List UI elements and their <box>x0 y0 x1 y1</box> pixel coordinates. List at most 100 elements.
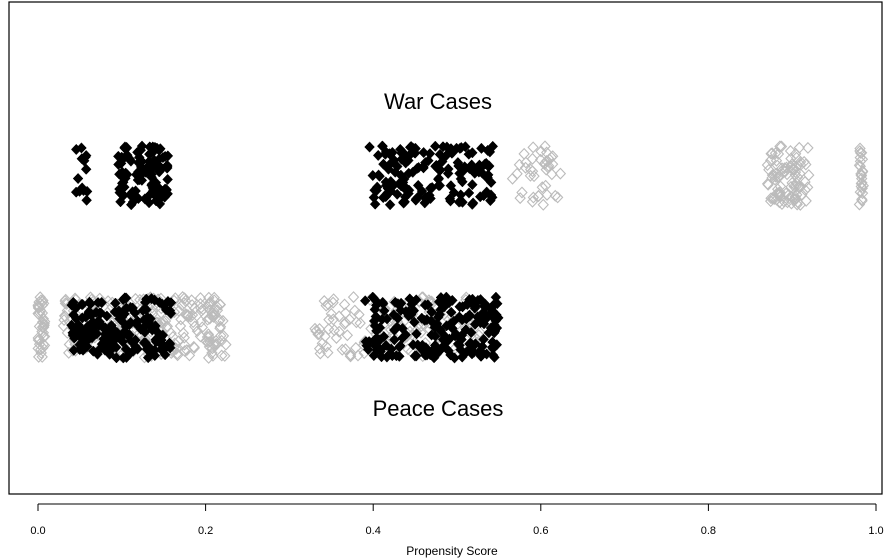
peace-matched-point <box>404 293 416 305</box>
war-matched-point <box>153 193 165 206</box>
war-unmatched-point <box>785 152 797 165</box>
war-unmatched-point <box>539 140 551 153</box>
war-matched-point <box>81 194 92 206</box>
peace-unmatched-point <box>350 316 363 329</box>
peace-matched-point <box>478 333 489 345</box>
war-unmatched-point <box>761 159 774 172</box>
war-matched-point <box>364 141 375 153</box>
peace-unmatched-point <box>33 320 46 333</box>
peace-matched-point <box>490 315 501 327</box>
peace-matched-point <box>445 318 457 330</box>
peace-unmatched-point <box>32 307 44 320</box>
peace-matched-point <box>444 333 455 345</box>
peace-matched-point <box>92 315 104 327</box>
war-matched-point <box>136 174 148 186</box>
war-matched-point <box>440 150 452 162</box>
peace-unmatched-point <box>203 330 215 343</box>
peace-unmatched-point <box>36 316 49 329</box>
war-unmatched-point <box>791 196 804 209</box>
peace-matched-point <box>426 306 438 318</box>
war-matched-point <box>373 169 384 181</box>
peace-matched-point <box>468 346 480 358</box>
war-matched-point <box>402 151 414 163</box>
war-matched-point <box>162 188 173 200</box>
points-layer <box>32 140 870 364</box>
war-unmatched-point <box>855 180 867 193</box>
war-matched-point <box>72 172 84 185</box>
war-unmatched-point <box>536 181 549 194</box>
war-unmatched-point <box>514 192 526 205</box>
peace-unmatched-point <box>309 322 321 335</box>
peace-matched-point <box>142 352 154 364</box>
peace-matched-point <box>374 322 386 334</box>
peace-matched-point <box>362 343 374 356</box>
war-unmatched-point <box>506 172 519 185</box>
peace-unmatched-point <box>174 320 187 333</box>
war-unmatched-point <box>790 151 803 164</box>
war-matched-point <box>480 157 492 169</box>
peace-unmatched-point <box>313 322 326 335</box>
peace-matched-point <box>119 292 131 304</box>
war-matched-point <box>485 195 496 207</box>
war-matched-point <box>448 187 460 199</box>
war-matched-point <box>81 185 93 198</box>
war-unmatched-point <box>785 160 797 173</box>
peace-unmatched-point <box>347 291 360 304</box>
peace-unmatched-point <box>59 293 72 306</box>
war-unmatched-point <box>784 145 797 158</box>
peace-unmatched-point <box>204 335 216 348</box>
war-matched-point <box>411 162 423 174</box>
peace-matched-point <box>124 329 135 341</box>
peace-matched-point <box>411 350 422 362</box>
peace-unmatched-point <box>146 301 158 314</box>
peace-unmatched-point <box>206 307 219 320</box>
x-axis-ticks: 0.0 0.2 0.4 0.6 0.8 1.0 <box>30 504 884 537</box>
peace-matched-point <box>119 305 130 317</box>
war-matched-point <box>387 146 398 159</box>
peace-unmatched-point <box>178 338 191 351</box>
war-matched-point <box>149 141 161 153</box>
peace-unmatched-point <box>206 342 219 355</box>
x-tick-label: 0.0 <box>30 525 45 537</box>
peace-unmatched-point <box>313 342 326 355</box>
war-unmatched-point <box>527 141 539 154</box>
peace-unmatched-point <box>201 313 214 326</box>
war-unmatched-point <box>540 163 552 176</box>
war-unmatched-point <box>526 195 539 208</box>
war-matched-point <box>391 188 403 200</box>
war-matched-point <box>482 169 494 181</box>
peace-unmatched-point <box>189 320 201 333</box>
peace-unmatched-point <box>320 340 332 353</box>
war-unmatched-point <box>769 147 782 160</box>
peace-unmatched-point <box>210 339 222 352</box>
peace-matched-point <box>66 299 77 311</box>
peace-matched-point <box>443 297 455 309</box>
x-axis-title: Propensity Score <box>406 544 498 558</box>
peace-matched-point <box>107 330 119 342</box>
war-matched-point <box>118 189 129 201</box>
war-unmatched-point <box>854 151 866 164</box>
war-unmatched-point <box>511 167 523 180</box>
war-unmatched-point <box>778 195 790 208</box>
peace-matched-point <box>139 326 151 338</box>
war-matched-point <box>130 191 142 203</box>
peace-matched-point <box>402 307 414 319</box>
war-unmatched-point <box>773 170 785 183</box>
peace-matched-point <box>410 294 422 306</box>
peace-unmatched-point <box>185 294 198 307</box>
peace-matched-point <box>82 324 93 337</box>
war-cases-label: War Cases <box>384 89 492 114</box>
war-unmatched-point <box>528 170 540 183</box>
peace-unmatched-point <box>33 333 46 346</box>
peace-matched-point <box>84 296 95 308</box>
peace-matched-point <box>461 298 473 310</box>
peace-unmatched-point <box>336 343 348 356</box>
peace-unmatched-point <box>37 330 50 343</box>
peace-matched-point <box>490 291 502 303</box>
peace-unmatched-point <box>203 297 216 310</box>
war-unmatched-point <box>554 167 567 180</box>
peace-unmatched-point <box>181 310 194 323</box>
war-unmatched-point <box>856 193 868 206</box>
peace-unmatched-point <box>341 329 354 342</box>
war-matched-point <box>70 186 82 198</box>
